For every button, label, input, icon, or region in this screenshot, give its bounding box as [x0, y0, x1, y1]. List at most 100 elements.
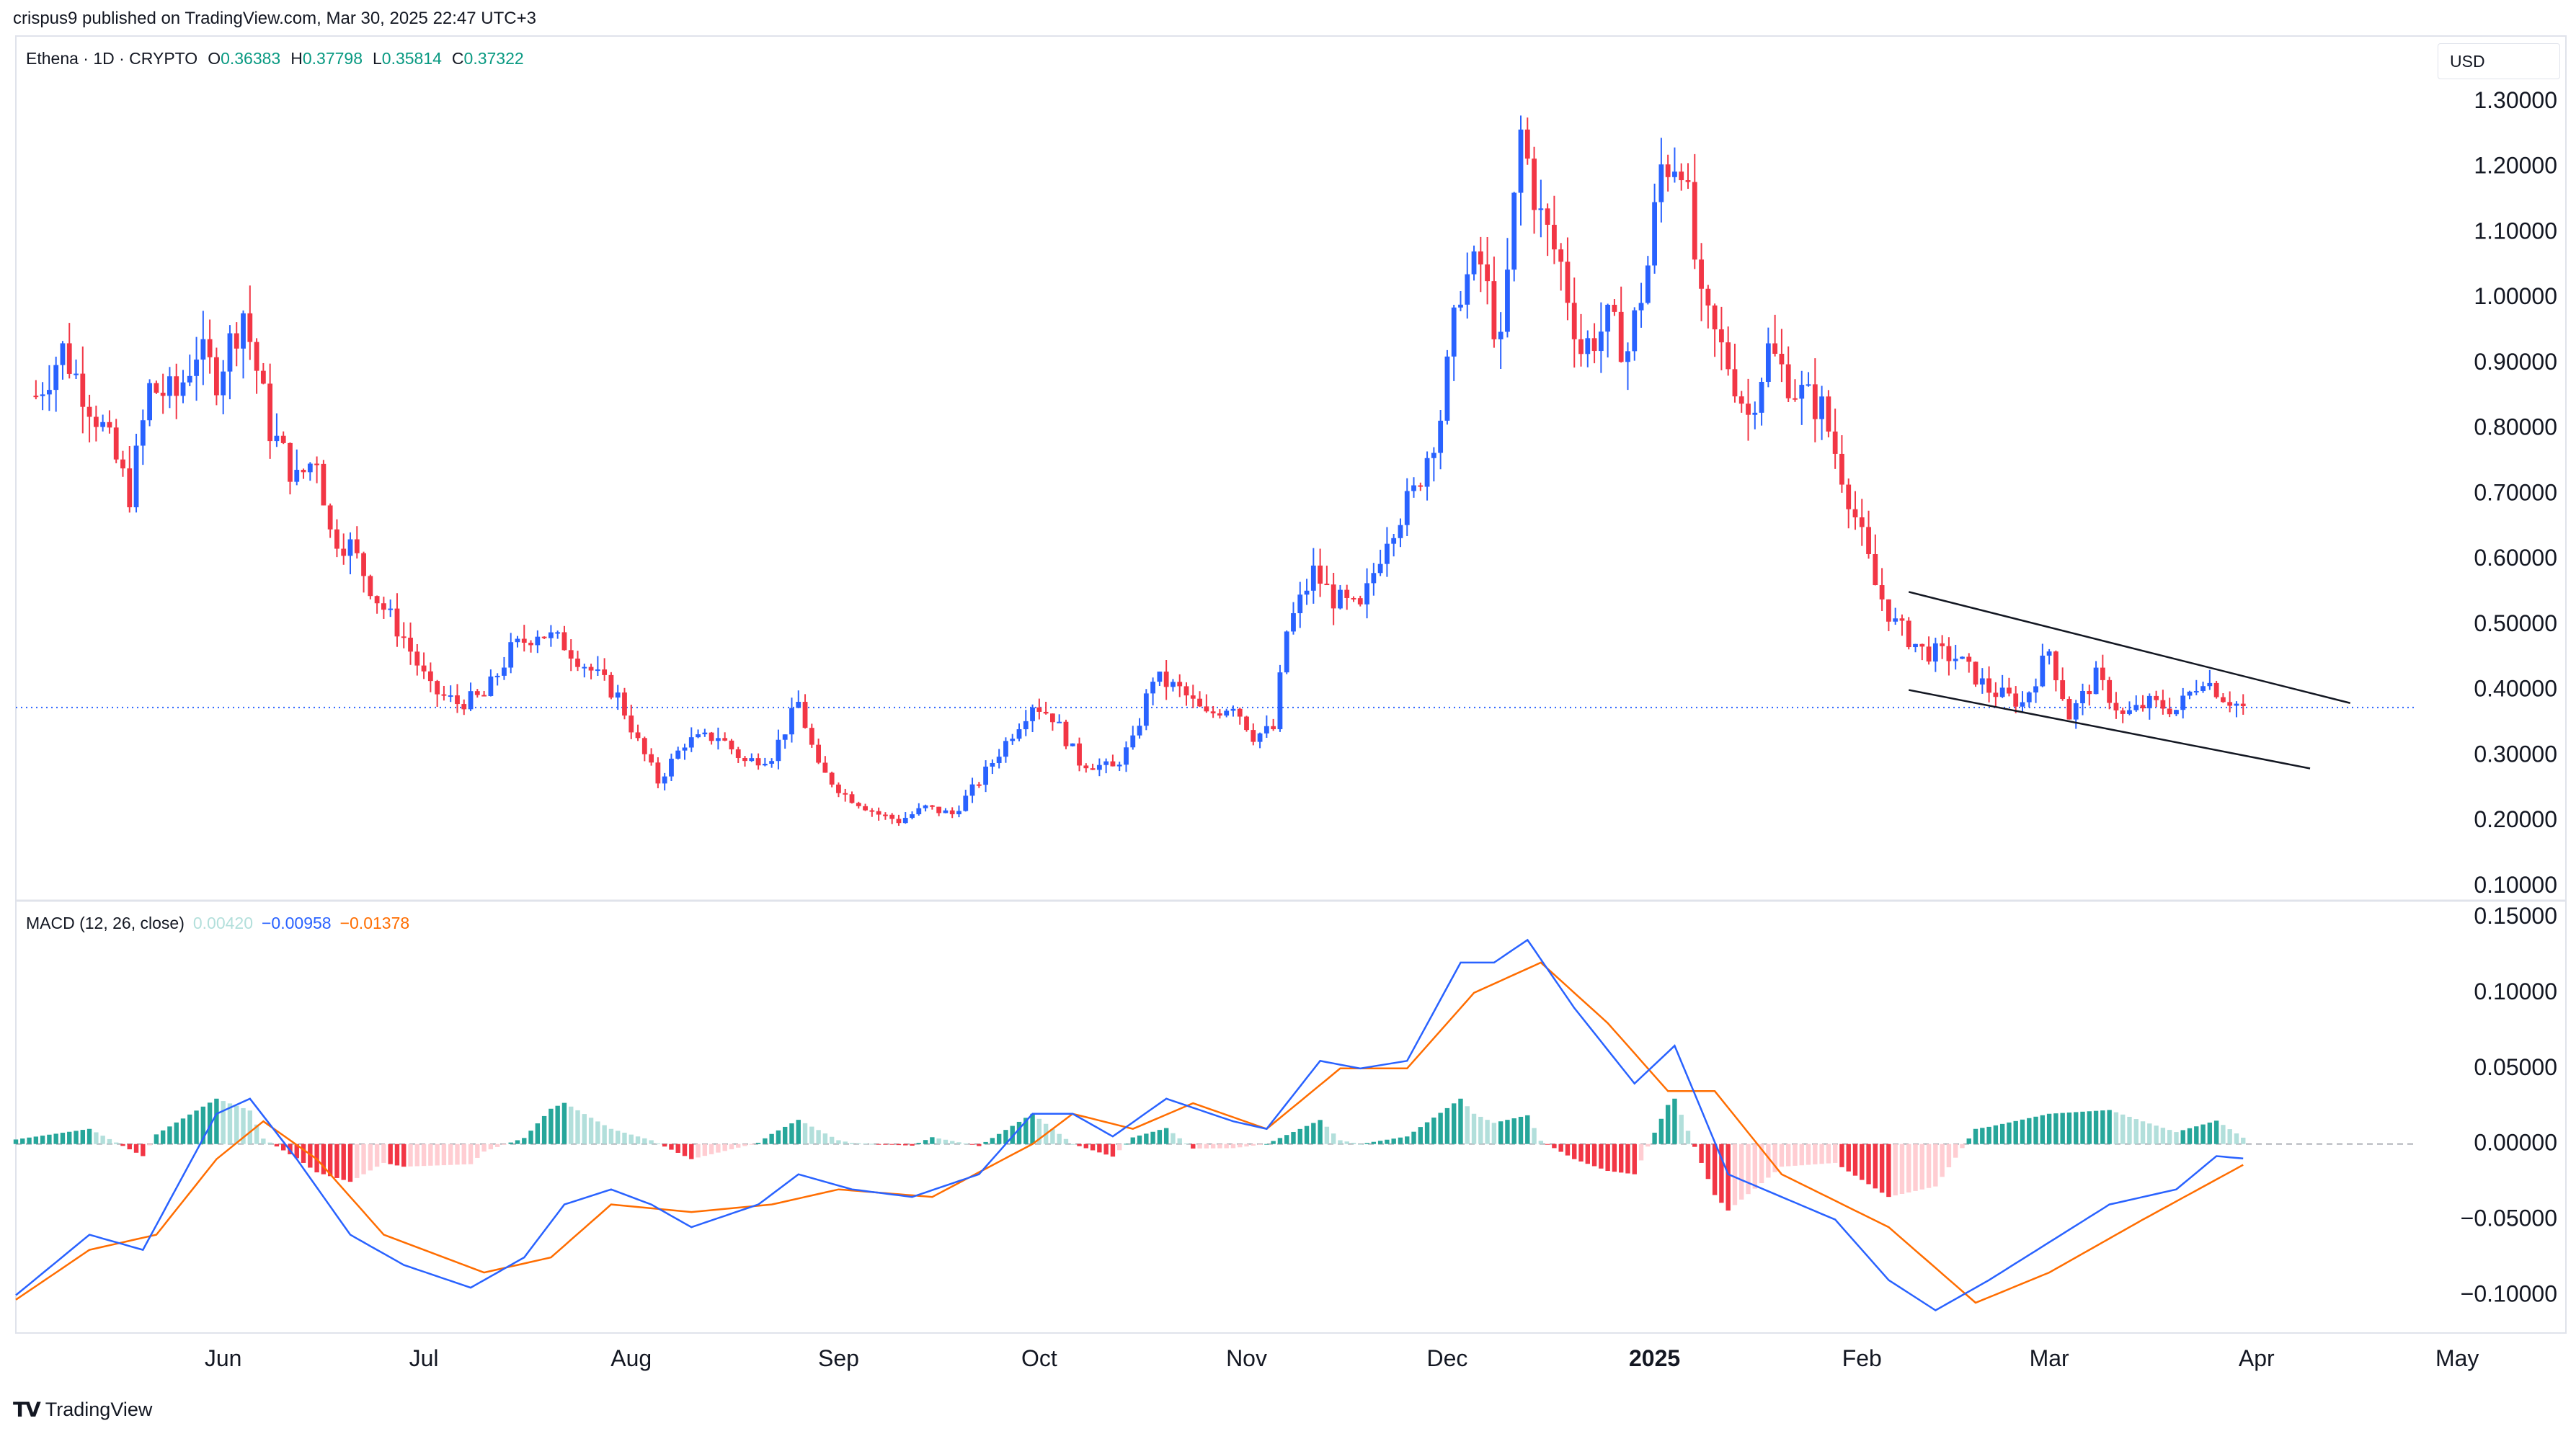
candle-body: [1344, 589, 1350, 598]
histogram-bar: [642, 1138, 647, 1144]
candle: [1471, 245, 1477, 281]
histogram-bar: [2174, 1132, 2179, 1144]
candle-body: [688, 737, 694, 748]
candle: [327, 503, 333, 538]
candle-body: [1465, 274, 1470, 305]
candle-body: [194, 360, 199, 376]
histogram-bar: [1893, 1144, 1898, 1196]
candle: [1913, 643, 1918, 653]
candle: [2127, 701, 2132, 716]
histogram-bar: [347, 1144, 353, 1182]
candle-body: [1263, 726, 1269, 734]
candle: [2187, 690, 2193, 700]
histogram-bar: [1739, 1144, 1744, 1200]
histogram-bar: [802, 1123, 808, 1144]
histogram-bar: [977, 1144, 982, 1146]
candle-body: [548, 632, 554, 638]
candle: [2026, 691, 2032, 708]
candle-body: [1478, 251, 1483, 264]
tradingview-brand[interactable]: 𝗧𝗩 TradingView: [13, 1398, 152, 1422]
candle: [2093, 661, 2099, 695]
histogram-bar: [649, 1140, 654, 1144]
candle: [1177, 674, 1183, 697]
candle: [1357, 595, 1363, 607]
histogram-bar: [1846, 1144, 1851, 1172]
macd-legend-title[interactable]: MACD (12, 26, close): [26, 914, 185, 932]
candle-body: [655, 762, 661, 784]
candle: [200, 311, 206, 385]
candle: [2200, 681, 2206, 693]
candle: [334, 519, 339, 558]
candle-body: [1077, 743, 1082, 766]
candle: [1652, 183, 1657, 274]
candle-body: [1819, 396, 1824, 419]
price-tick-label: 1.30000: [2474, 87, 2557, 113]
candle: [347, 532, 353, 574]
histogram-bar: [1999, 1123, 2005, 1144]
histogram-bar: [1806, 1144, 1811, 1165]
candle-body: [374, 596, 380, 604]
candle-body: [1826, 396, 1831, 432]
candle: [113, 419, 119, 463]
histogram-bar: [1879, 1144, 1885, 1193]
histogram-bar: [776, 1130, 781, 1144]
histogram-bar: [1638, 1144, 1644, 1161]
candle: [1565, 237, 1571, 321]
candle: [1518, 115, 1524, 226]
candle-body: [1632, 310, 1638, 352]
candle: [361, 551, 366, 593]
candle-body: [883, 814, 888, 816]
candle-body: [1297, 594, 1303, 614]
histogram-bar: [241, 1107, 246, 1144]
histogram-bar: [1385, 1139, 1390, 1144]
symbol-title[interactable]: Ethena · 1D · CRYPTO: [26, 49, 198, 68]
histogram-bar: [561, 1102, 567, 1144]
candle: [1685, 163, 1691, 190]
currency-selector[interactable]: USD: [2438, 43, 2560, 79]
candle-body: [508, 642, 514, 668]
candle: [1197, 691, 1202, 708]
histogram-bar: [1036, 1118, 1042, 1144]
histogram-bar: [1605, 1144, 1610, 1172]
histogram-bar: [582, 1114, 587, 1144]
histogram-bar: [1839, 1144, 1844, 1167]
candle-body: [929, 805, 935, 807]
candle-body: [1324, 584, 1330, 586]
candle-body: [669, 758, 674, 777]
candle: [2007, 677, 2012, 697]
candle-body: [1230, 708, 1236, 711]
histogram-bar: [86, 1128, 92, 1144]
histogram-bar: [53, 1133, 58, 1144]
candle: [80, 346, 86, 434]
candle: [1377, 549, 1383, 576]
candle-body: [2133, 705, 2139, 710]
candle-body: [1050, 713, 1055, 723]
candle: [274, 413, 280, 447]
candle-body: [160, 393, 166, 396]
histogram-bar: [1726, 1144, 1731, 1211]
candle: [221, 360, 226, 415]
candle: [1538, 179, 1544, 238]
candle-body: [1304, 590, 1310, 595]
histogram-bar: [381, 1144, 386, 1163]
candle: [1552, 195, 1557, 264]
candle: [468, 682, 474, 711]
candle: [1826, 390, 1831, 438]
candle-body: [1090, 768, 1096, 770]
candle: [441, 685, 447, 701]
histogram-bar: [141, 1144, 146, 1156]
candle-body: [2046, 651, 2052, 656]
candle: [843, 788, 848, 802]
candle: [1050, 713, 1055, 731]
candle-body: [1030, 707, 1035, 721]
candle-body: [288, 442, 293, 482]
histogram-bar: [1538, 1141, 1544, 1144]
histogram-bar: [1873, 1144, 1878, 1189]
candle: [66, 323, 72, 379]
candle: [2133, 695, 2139, 712]
candle: [1271, 718, 1276, 731]
histogram-bar: [2080, 1111, 2085, 1144]
candle: [1799, 370, 1805, 425]
histogram-bar: [1070, 1144, 1075, 1145]
